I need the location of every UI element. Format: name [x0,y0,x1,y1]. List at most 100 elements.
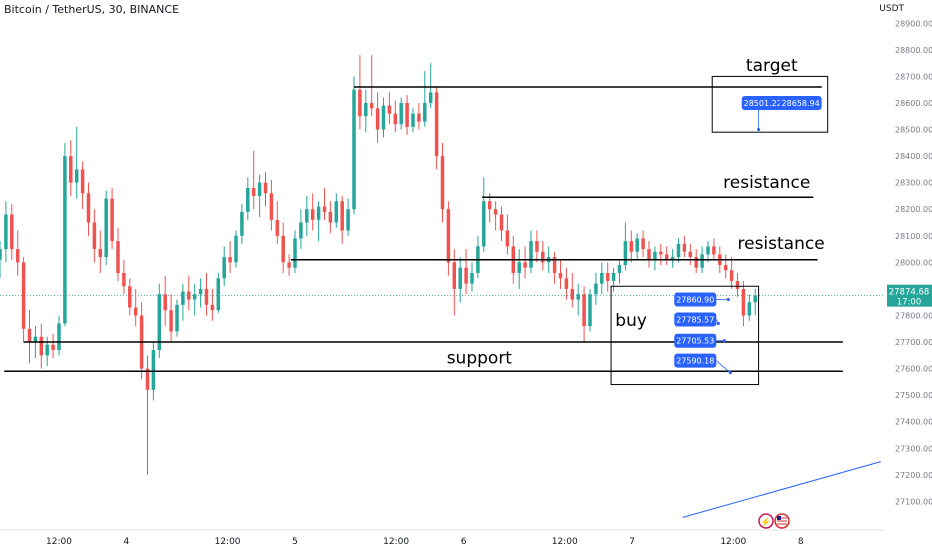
price-label-tag[interactable] [674,333,717,348]
candle-body[interactable] [198,288,203,295]
candle-body[interactable] [234,235,238,263]
candle-body[interactable] [269,193,274,220]
candle-body[interactable] [570,288,575,300]
candle-body[interactable] [535,241,539,252]
candle-body[interactable] [735,280,740,289]
candle-body[interactable] [647,249,651,260]
candle-body[interactable] [712,246,716,255]
candle-body[interactable] [92,222,97,250]
candle-body[interactable] [588,294,592,327]
candle-body[interactable] [493,209,498,215]
candle-body[interactable] [458,267,462,289]
candle-body[interactable] [558,272,563,279]
candle-body[interactable] [482,201,486,247]
candle-body[interactable] [694,257,698,268]
candle-body[interactable] [334,201,339,223]
candle-body[interactable] [133,307,138,316]
candle-body[interactable] [151,350,156,390]
candle-body[interactable] [529,241,533,268]
candle-body[interactable] [364,102,368,117]
candle-body[interactable] [499,214,504,231]
candle-body[interactable] [145,368,150,390]
candle-body[interactable] [440,156,445,210]
candle-body[interactable] [729,270,734,281]
candle-body[interactable] [293,238,297,268]
candle-body[interactable] [541,251,545,263]
candle-body[interactable] [281,235,285,263]
candle-body[interactable] [428,92,433,103]
candle-body[interactable] [74,169,79,183]
candle-body[interactable] [611,272,616,281]
candle-body[interactable] [128,286,132,308]
price-label-tag[interactable] [674,353,717,368]
candle-body[interactable] [582,294,586,327]
candle-body[interactable] [63,156,67,324]
candle-body[interactable] [405,102,409,127]
candle-body[interactable] [57,323,61,351]
candle-body[interactable] [617,265,622,273]
candle-body[interactable] [653,251,657,260]
candle-body[interactable] [192,294,197,300]
candle-body[interactable] [670,257,675,260]
candle-body[interactable] [228,257,232,263]
candle-body[interactable] [517,262,521,273]
candle-body[interactable] [446,209,451,263]
candle-body[interactable] [594,283,598,295]
candle-body[interactable] [747,302,752,316]
candle-body[interactable] [0,249,2,260]
candle-body[interactable] [204,288,209,305]
candle-body[interactable] [187,291,191,300]
candle-body[interactable] [346,209,350,231]
candle-body[interactable] [104,198,108,258]
candle-body[interactable] [257,182,262,196]
candle-body[interactable] [80,169,85,194]
candle-body[interactable] [51,344,55,351]
candle-body[interactable] [676,243,681,258]
candle-body[interactable] [110,198,114,242]
candle-body[interactable] [310,209,315,220]
candle-body[interactable] [641,238,645,250]
candle-body[interactable] [399,102,403,125]
candle-body[interactable] [523,262,527,268]
candle-body[interactable] [411,113,415,127]
candle-body[interactable] [452,262,457,289]
candle-body[interactable] [576,294,580,300]
price-label-tag[interactable] [674,312,717,327]
price-label-tag[interactable] [779,95,822,110]
candle-body[interactable] [299,222,303,239]
candle-body[interactable] [10,214,14,250]
candle-body[interactable] [352,89,356,210]
trend-line[interactable] [682,461,881,518]
candle-body[interactable] [157,294,162,351]
candle-body[interactable] [723,265,728,271]
candle-body[interactable] [487,201,492,210]
candle-body[interactable] [375,108,380,130]
candle-body[interactable] [753,295,757,303]
candle-body[interactable] [340,201,344,231]
candle-body[interactable] [387,105,392,114]
candle-body[interactable] [629,241,634,252]
buy-box[interactable] [610,285,760,386]
candle-body[interactable] [505,230,510,247]
candle-body[interactable] [688,251,693,258]
candle-body[interactable] [464,267,468,284]
candle-body[interactable] [275,219,280,236]
candle-body[interactable] [417,113,421,122]
candle-body[interactable] [240,211,244,236]
candle-body[interactable] [741,288,746,316]
candle-body[interactable] [358,89,362,117]
candle-body[interactable] [316,206,321,220]
candle-body[interactable] [181,291,185,305]
candle-body[interactable] [169,310,173,332]
candle-body[interactable] [122,272,126,287]
candle-body[interactable] [98,249,103,258]
candle-body[interactable] [216,278,221,311]
candle-body[interactable] [27,328,32,343]
candle-body[interactable] [222,257,226,279]
candle-body[interactable] [21,262,26,329]
candle-body[interactable] [163,294,167,311]
target-box[interactable] [711,75,829,133]
candle-body[interactable] [434,92,439,157]
candle-body[interactable] [210,304,215,311]
candle-body[interactable] [564,278,569,289]
